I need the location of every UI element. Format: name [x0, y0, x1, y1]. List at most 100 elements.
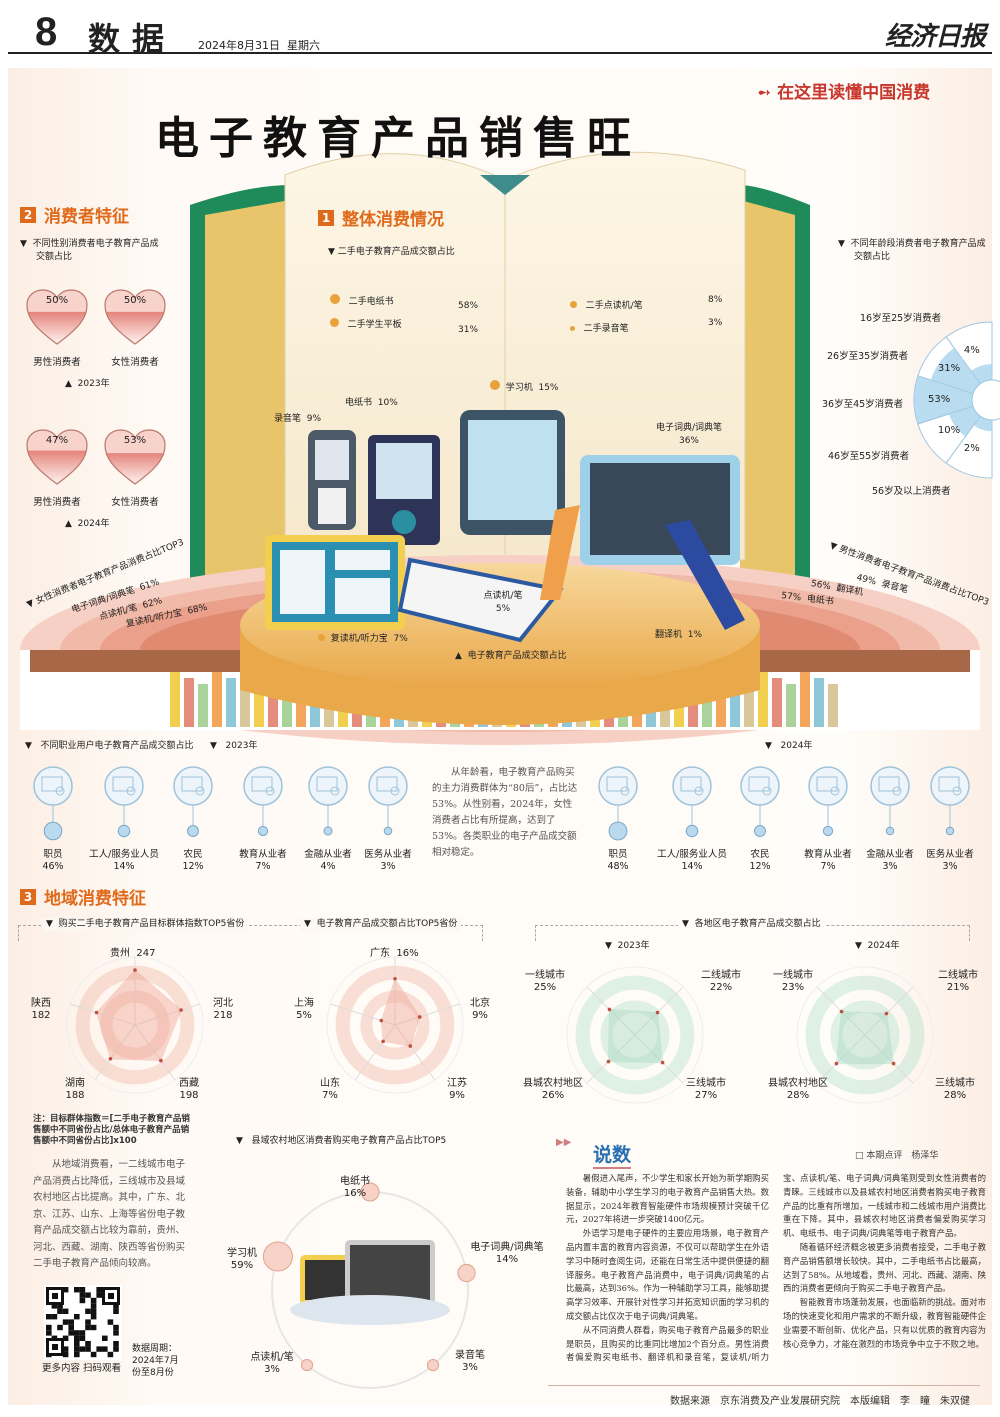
heart-icon: [26, 289, 88, 345]
tagline-text: 在这里读懂中国消费: [777, 83, 931, 103]
radar-axis: [70, 1003, 136, 1026]
radar-outer: [566, 966, 704, 1104]
chart-title: 电子教育产品成交额占比: [467, 651, 567, 661]
radar-label-group: 河北 218: [190, 998, 256, 1022]
item-label: 二手点读机/笔: [585, 301, 643, 311]
occupation-label: 职员: [43, 849, 63, 860]
qr-caption: 更多内容 扫码观看: [42, 1363, 122, 1374]
shelf-book: [828, 684, 838, 727]
occupation-icon: [672, 766, 712, 838]
section-title: 地域消费特征: [44, 889, 146, 909]
gender-title: ▼ 不同性别消费者电子教育产品成交额占比: [20, 239, 159, 262]
radar-point: [381, 1039, 385, 1044]
section-number: 2: [20, 206, 36, 223]
dot-icon: [318, 634, 325, 641]
heart-label: 男性消费者: [33, 497, 81, 508]
radar-value: 23%: [781, 982, 805, 993]
age-value-label: 31%: [938, 363, 960, 374]
radar-value: 28%: [943, 1090, 967, 1101]
period-value: 2024年7月份至8月份: [132, 1356, 179, 1378]
occupation-value: 4%: [320, 861, 336, 872]
radar-value: 28%: [786, 1090, 810, 1101]
value: 57%: [780, 590, 802, 604]
radar-axis: [94, 1024, 136, 1081]
heart-value: 50%: [123, 295, 147, 306]
label: 电子词典/词典笔: [655, 423, 723, 433]
radar-point: [839, 1009, 844, 1014]
radar-value: 9%: [449, 1090, 465, 1101]
value: 15%: [538, 383, 559, 393]
period-label: 数据周期：: [132, 1344, 178, 1354]
rural-value: 3%: [462, 1362, 478, 1373]
occupation-year: ▼ 2023年: [210, 741, 258, 751]
radar-label-group: 西藏 198: [156, 1078, 222, 1102]
value: 36%: [678, 436, 699, 446]
radar-axis: [330, 1003, 396, 1026]
issue-date: 2024年8月31日 星期六: [198, 37, 320, 53]
chart-title: 二手电子教育产品成交额占比: [337, 247, 455, 257]
radar-value: 188: [65, 1090, 85, 1101]
radar-label-group: 北京 9%: [447, 998, 513, 1022]
chart-title: 不同年龄段消费者电子教育产品成交额占比: [850, 239, 986, 262]
heart-item: 47% 男性消费者: [25, 428, 89, 508]
shelf-book: [170, 672, 180, 727]
label: 翻译机: [655, 630, 683, 640]
occupation-icon: [33, 766, 73, 841]
occupation-year: ▼ 2024年: [765, 741, 813, 751]
heart-label: 男性消费者: [33, 357, 81, 368]
product-label: 电子词典/词典笔 36%: [634, 422, 744, 448]
secondhand-title: ▼ 二手电子教育产品成交额占比: [328, 247, 455, 257]
value: 68%: [186, 602, 209, 617]
radar-polygon: [95, 969, 182, 1062]
label: 点读机/笔: [483, 591, 523, 601]
occupation-value: 48%: [607, 861, 629, 872]
dot-icon: [490, 380, 500, 390]
age-title: ▼ 不同年龄段消费者电子教育产品成交额占比: [838, 239, 986, 262]
share-title: ▼ 电子教育产品成交额占比TOP5省份: [300, 918, 462, 931]
radar-point: [393, 976, 397, 981]
radar-value: 9%: [472, 1010, 488, 1021]
age-label: 56岁及以上消费者: [872, 486, 951, 497]
rural-label-group: 学习机 59%: [212, 1248, 272, 1272]
label: 电纸书: [345, 398, 373, 408]
dot-icon: [330, 294, 340, 304]
devices: [265, 410, 745, 643]
radar-value: 198: [179, 1090, 199, 1101]
radar-point: [179, 1008, 183, 1012]
label: 复读机/听力宝: [330, 634, 388, 644]
occupation-icon: [740, 766, 780, 837]
age-item: 46岁至55岁消费者: [828, 448, 909, 462]
occupation-label: 工人/服务业人员: [89, 849, 159, 860]
weekday: 星期六: [287, 39, 320, 52]
commentary-article: 暑假进入尾声，不少学生和家长开始为新学期购买装备，辅助中小学生学习的电子教育产品…: [566, 1172, 986, 1377]
radar-value: 25%: [533, 982, 557, 993]
radar-label: 县城农村地区: [523, 1078, 583, 1089]
regions-year: ▼ 2024年: [855, 941, 900, 951]
chart-title: 电子教育产品成交额占比TOP5省份: [316, 919, 458, 929]
radar-label-group: 上海 5%: [271, 998, 337, 1022]
radar-axis: [134, 1003, 200, 1026]
secondhand-item: 二手电纸书 58%: [330, 294, 478, 311]
chart-title: 购买二手电子教育产品目标群体指数TOP5省份: [58, 919, 245, 929]
radar-axis: [816, 1034, 866, 1084]
rural-value: 59%: [230, 1260, 254, 1271]
radar-value: 182: [31, 1010, 51, 1021]
radar-point: [834, 1061, 839, 1066]
heart-item: 53% 女性消费者: [103, 428, 167, 508]
occupation-label: 教育从业者: [239, 849, 287, 860]
rural-label: 电纸书: [340, 1176, 370, 1187]
occupation-value: 12%: [182, 861, 204, 872]
radar-label-group: 江苏 9%: [424, 1078, 490, 1102]
gender-year: ▲ 2024年: [65, 519, 110, 529]
region-summary: 从地域消费看，一二线城市电子产品消费占比降低，三线城市及县域农村地区占比提高。其…: [33, 1159, 186, 1269]
radar-label-group: 二线城市 21%: [925, 970, 991, 994]
paragraph: 从不同消费人群看，购买电子教育产品最多的职业是职员，且购买的比重同比增加2个百分…: [566, 1173, 986, 1363]
radar-label-group: 二线城市 22%: [688, 970, 754, 994]
occupation-value: 14%: [681, 861, 703, 872]
shelf-book: [814, 678, 824, 727]
newspaper-logo: 经济日报: [885, 22, 986, 52]
occupation-label: 教育从业者: [804, 849, 852, 860]
shelf-book: [268, 678, 278, 727]
occupation-item: 农民 12%: [165, 765, 221, 873]
